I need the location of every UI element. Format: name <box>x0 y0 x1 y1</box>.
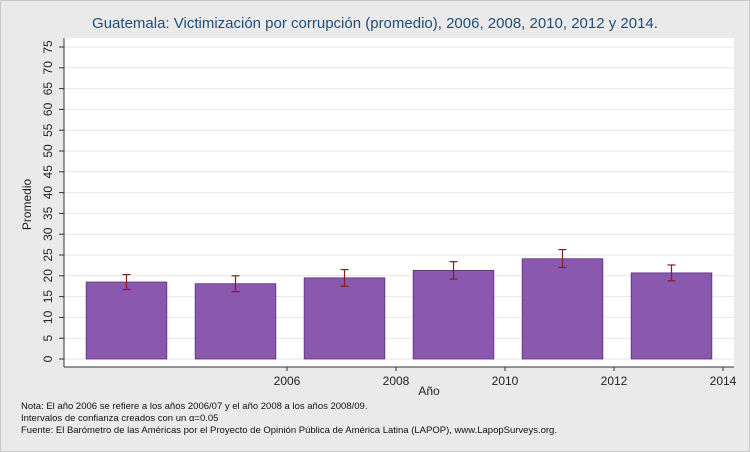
bar <box>412 269 495 360</box>
y-tick-label: 45 <box>41 165 55 179</box>
y-tick-label: 0 <box>41 355 55 362</box>
y-tick-label: 20 <box>41 269 55 283</box>
y-tick-label: 50 <box>41 144 55 158</box>
bar <box>194 283 277 360</box>
y-tick-label: 5 <box>41 335 55 342</box>
y-tick-label: 55 <box>41 123 55 137</box>
y-axis-title: Promedio <box>20 178 34 230</box>
note-line-1: Nota: El año 2006 se refiere a los años … <box>21 401 368 412</box>
x-tick-label: 2010 <box>492 374 519 388</box>
plot-area <box>64 38 734 367</box>
bar <box>303 277 386 360</box>
y-tick-label: 70 <box>41 61 55 75</box>
x-tick-label: 2008 <box>383 374 410 388</box>
chart-title: Guatemala: Victimización por corrupción … <box>92 15 658 32</box>
y-tick-label: 15 <box>41 290 55 304</box>
y-tick-label: 75 <box>41 40 55 54</box>
bar <box>521 258 604 360</box>
y-tick-label: 60 <box>41 102 55 116</box>
y-tick-label: 35 <box>41 206 55 220</box>
x-tick-label: 2006 <box>274 374 301 388</box>
y-tick-label: 65 <box>41 82 55 96</box>
chart-notes: Nota: El año 2006 se refiere a los años … <box>21 401 557 437</box>
y-tick-label: 25 <box>41 248 55 262</box>
bar-chart: 0 5 10 15 20 25 30 35 40 45 50 55 60 65 70 75 2006 2008 20… <box>20 38 737 398</box>
source-line: Fuente: El Barómetro de las Américas por… <box>21 425 557 436</box>
y-tick-label: 30 <box>41 227 55 241</box>
note-line-2: Intervalos de confianza creados con un α… <box>21 413 219 424</box>
x-axis-title: Año <box>418 384 440 398</box>
x-tick-label: 2014 <box>710 374 737 388</box>
y-tick-label: 40 <box>41 186 55 200</box>
bar <box>85 281 168 360</box>
x-tick-label: 2012 <box>601 374 628 388</box>
y-tick-label: 10 <box>41 310 55 324</box>
bar <box>630 272 713 360</box>
